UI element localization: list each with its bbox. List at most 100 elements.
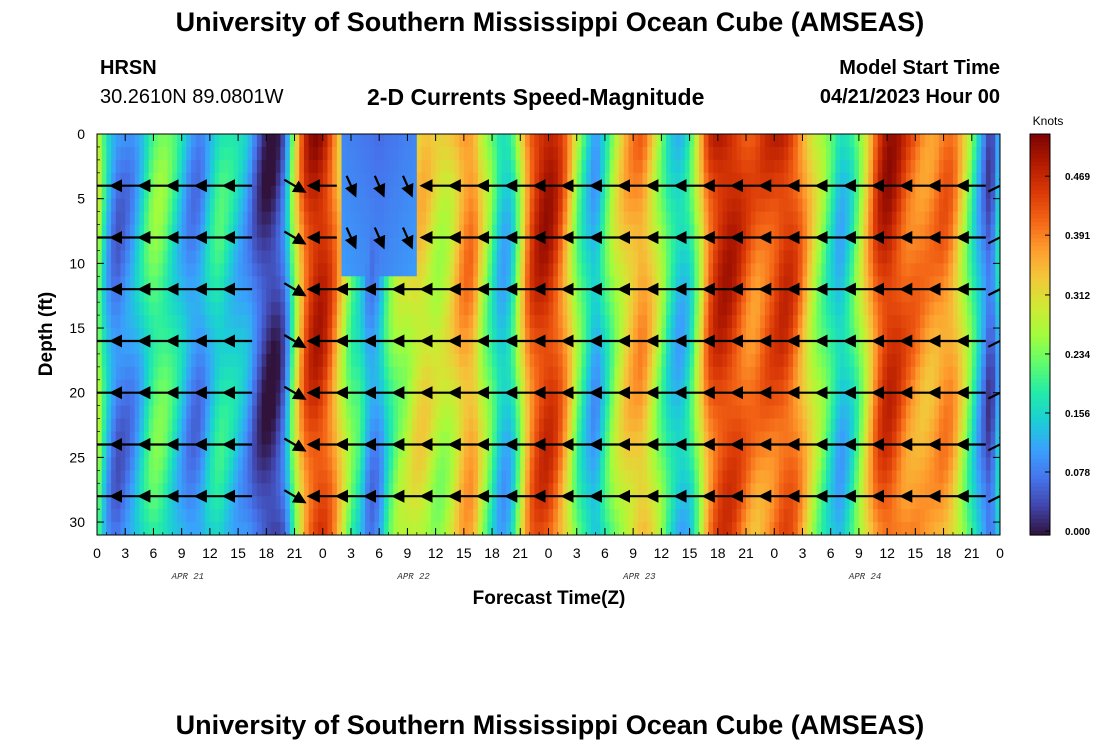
heat-cell	[948, 392, 954, 407]
heat-cell	[590, 250, 597, 264]
heat-cell	[233, 276, 239, 290]
heat-cell	[684, 328, 691, 342]
heat-cell	[623, 379, 630, 394]
heat-cell	[600, 224, 606, 239]
heat-cell	[233, 366, 239, 381]
heat-cell	[539, 263, 545, 277]
heat-cell	[952, 392, 959, 407]
heat-cell	[967, 418, 973, 433]
heat-cell	[383, 418, 390, 433]
heat-cell	[938, 134, 945, 148]
heat-cell	[628, 405, 634, 420]
heat-cell	[764, 444, 771, 458]
heat-cell	[303, 353, 310, 368]
heat-cell	[934, 353, 940, 368]
heat-cell	[755, 431, 761, 446]
heat-cell	[666, 276, 672, 290]
heat-cell	[858, 405, 865, 420]
heat-cell	[120, 276, 126, 290]
heat-cell	[355, 237, 361, 252]
heat-cell	[948, 146, 954, 161]
heat-cell	[760, 418, 766, 433]
heat-cell	[365, 328, 371, 342]
heat-cell	[477, 366, 484, 381]
heat-cell	[106, 328, 112, 342]
heat-cell	[797, 134, 804, 148]
heat-cell	[924, 211, 931, 226]
heat-cell	[416, 172, 423, 187]
heat-cell	[266, 159, 272, 174]
heat-cell	[788, 134, 794, 148]
heat-cell	[350, 457, 357, 471]
heat-cell	[148, 172, 155, 187]
heat-cell	[581, 198, 587, 213]
heat-cell	[506, 134, 512, 148]
heat-cell	[242, 392, 249, 407]
heat-cell	[651, 302, 658, 316]
heat-cell	[191, 366, 197, 381]
heat-cell	[341, 457, 347, 471]
heat-cell	[722, 134, 728, 148]
heat-cell	[101, 366, 107, 381]
heat-cell	[289, 159, 296, 174]
heat-cell	[995, 302, 1000, 316]
heat-cell	[261, 302, 267, 316]
heat-cell	[238, 237, 244, 252]
heat-cell	[233, 159, 239, 174]
heat-cell	[910, 146, 916, 161]
heat-cell	[825, 146, 832, 161]
heat-cell	[557, 146, 564, 161]
heat-cell	[553, 289, 559, 303]
heat-cell	[327, 172, 333, 187]
heat-cell	[957, 315, 963, 329]
heat-cell	[247, 340, 253, 355]
heat-cell	[576, 457, 583, 471]
heat-cell	[642, 444, 648, 458]
heat-cell	[125, 302, 131, 316]
heat-cell	[365, 237, 371, 252]
heat-cell	[365, 250, 371, 264]
heat-cell	[586, 224, 592, 239]
heat-cell	[106, 302, 112, 316]
heat-cell	[261, 159, 267, 174]
heat-cell	[741, 211, 747, 226]
heat-cell	[520, 211, 526, 226]
heat-cell	[360, 418, 366, 433]
heat-cell	[383, 146, 390, 161]
heat-cell	[750, 392, 757, 407]
heat-cell	[313, 134, 319, 148]
heat-cell	[562, 198, 568, 213]
heat-cell	[623, 353, 630, 368]
heat-cell	[694, 134, 700, 148]
heat-cell	[793, 276, 799, 290]
heat-cell	[167, 198, 173, 213]
heat-cell	[223, 237, 230, 252]
heat-cell	[873, 405, 879, 420]
heat-cell	[689, 431, 695, 446]
heat-cell	[148, 366, 155, 381]
heat-cell	[529, 392, 535, 407]
heat-cell	[647, 146, 653, 161]
heat-cell	[567, 315, 573, 329]
heat-cell	[125, 328, 131, 342]
heat-cell	[581, 172, 587, 187]
heat-cell	[459, 198, 465, 213]
heat-cell	[821, 418, 827, 433]
heat-cell	[219, 340, 225, 355]
heat-cell	[741, 379, 747, 394]
heat-cell	[111, 366, 117, 381]
heat-cell	[313, 418, 319, 433]
heat-cell	[600, 418, 606, 433]
heat-cell	[793, 405, 799, 420]
heat-cell	[713, 211, 719, 226]
heat-cell	[868, 340, 874, 355]
heat-cell	[407, 444, 413, 458]
heat-cell	[242, 185, 249, 200]
heat-cell	[647, 353, 653, 368]
heat-cell	[529, 159, 535, 174]
heat-cell	[849, 444, 855, 458]
heat-cell	[144, 276, 150, 290]
heat-cell	[496, 146, 503, 161]
heat-cell	[797, 276, 804, 290]
heat-cell	[482, 211, 488, 226]
